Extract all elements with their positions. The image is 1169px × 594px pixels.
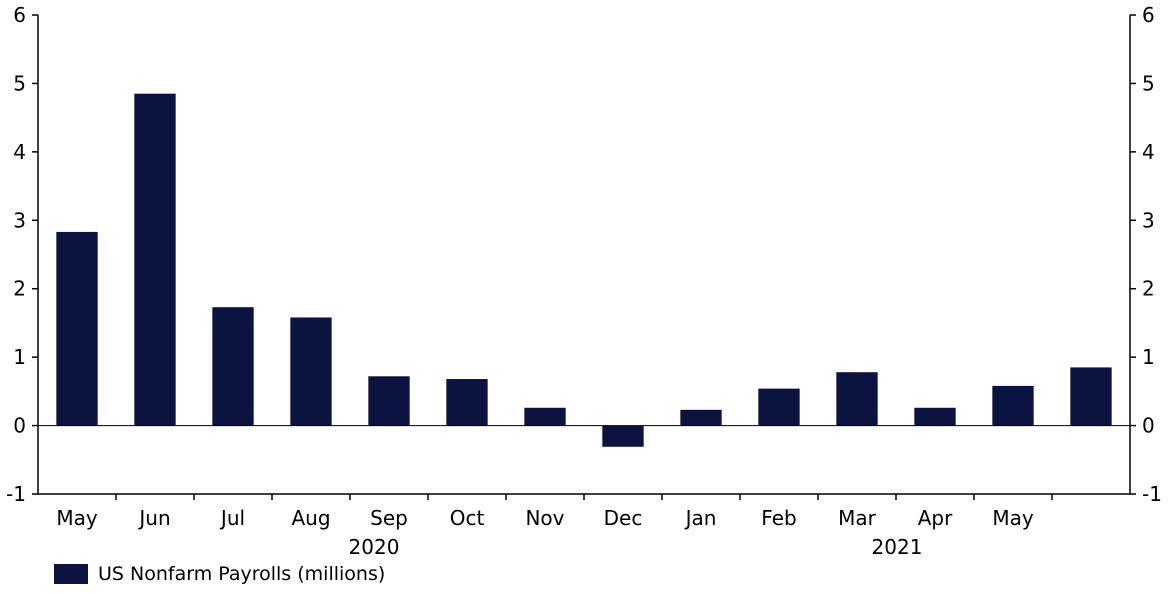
right-y-tick-label: -1: [1142, 482, 1162, 506]
legend: US Nonfarm Payrolls (millions): [54, 562, 385, 586]
right-y-tick-label: 2: [1142, 277, 1155, 301]
x-ticks: [115, 494, 1053, 500]
year-label-2021: 2021: [872, 535, 923, 559]
right-y-tick-label: 5: [1142, 71, 1155, 95]
x-category-label: Aug: [291, 506, 330, 530]
x-category-labels: May Jun Jul Aug Sep Oct Nov Dec Jan Feb Mar Apr May: [56, 506, 1034, 530]
left-y-tick-label: 0: [13, 414, 26, 438]
right-y-tick-label: 6: [1142, 3, 1155, 27]
x-category-label: Jun: [137, 506, 170, 530]
bar: [368, 376, 410, 426]
right-y-ticks: -1 0 1 2 3 4 5 6: [1130, 3, 1162, 506]
bar: [836, 372, 878, 426]
year-label-2020: 2020: [349, 535, 400, 559]
bar: [290, 317, 332, 426]
bar: [758, 388, 800, 426]
bars-layer: [56, 93, 1112, 447]
x-category-label: Dec: [604, 506, 643, 530]
chart: -1 0 1 2 3 4 5 6 -1 0 1 2 3 4 5 6 May Jun Jul Aug Sep Oct No…: [6, 3, 1162, 559]
right-y-tick-label: 1: [1142, 345, 1155, 369]
left-y-tick-label: 3: [13, 208, 26, 232]
x-category-label: Apr: [918, 506, 953, 530]
left-y-tick-label: 4: [13, 140, 26, 164]
x-category-label: Jan: [684, 506, 717, 530]
bar: [134, 93, 176, 426]
right-y-tick-label: 0: [1142, 414, 1155, 438]
legend-label: US Nonfarm Payrolls (millions): [98, 563, 386, 585]
left-y-tick-label: 6: [13, 3, 26, 27]
left-y-tick-label: 1: [13, 345, 26, 369]
bar: [446, 379, 488, 426]
left-y-tick-label: -1: [6, 482, 26, 506]
left-y-ticks: -1 0 1 2 3 4 5 6: [6, 3, 38, 506]
x-category-label: Mar: [838, 506, 877, 530]
bar: [992, 385, 1034, 426]
x-category-label: May: [56, 506, 98, 530]
bar: [680, 409, 722, 426]
bar: [1070, 367, 1112, 426]
bar: [914, 407, 956, 426]
bar: [56, 231, 98, 426]
left-y-tick-label: 2: [13, 277, 26, 301]
x-category-label: May: [992, 506, 1034, 530]
bar: [524, 407, 566, 426]
bar: [212, 307, 254, 426]
legend-swatch: [54, 564, 88, 584]
bar: [602, 425, 644, 447]
right-y-tick-label: 3: [1142, 208, 1155, 232]
left-y-tick-label: 5: [13, 71, 26, 95]
x-category-label: Feb: [761, 506, 796, 530]
x-category-label: Sep: [370, 506, 408, 530]
x-category-label: Nov: [525, 506, 564, 530]
x-category-label: Jul: [219, 506, 245, 530]
x-category-label: Oct: [450, 506, 485, 530]
right-y-tick-label: 4: [1142, 140, 1155, 164]
